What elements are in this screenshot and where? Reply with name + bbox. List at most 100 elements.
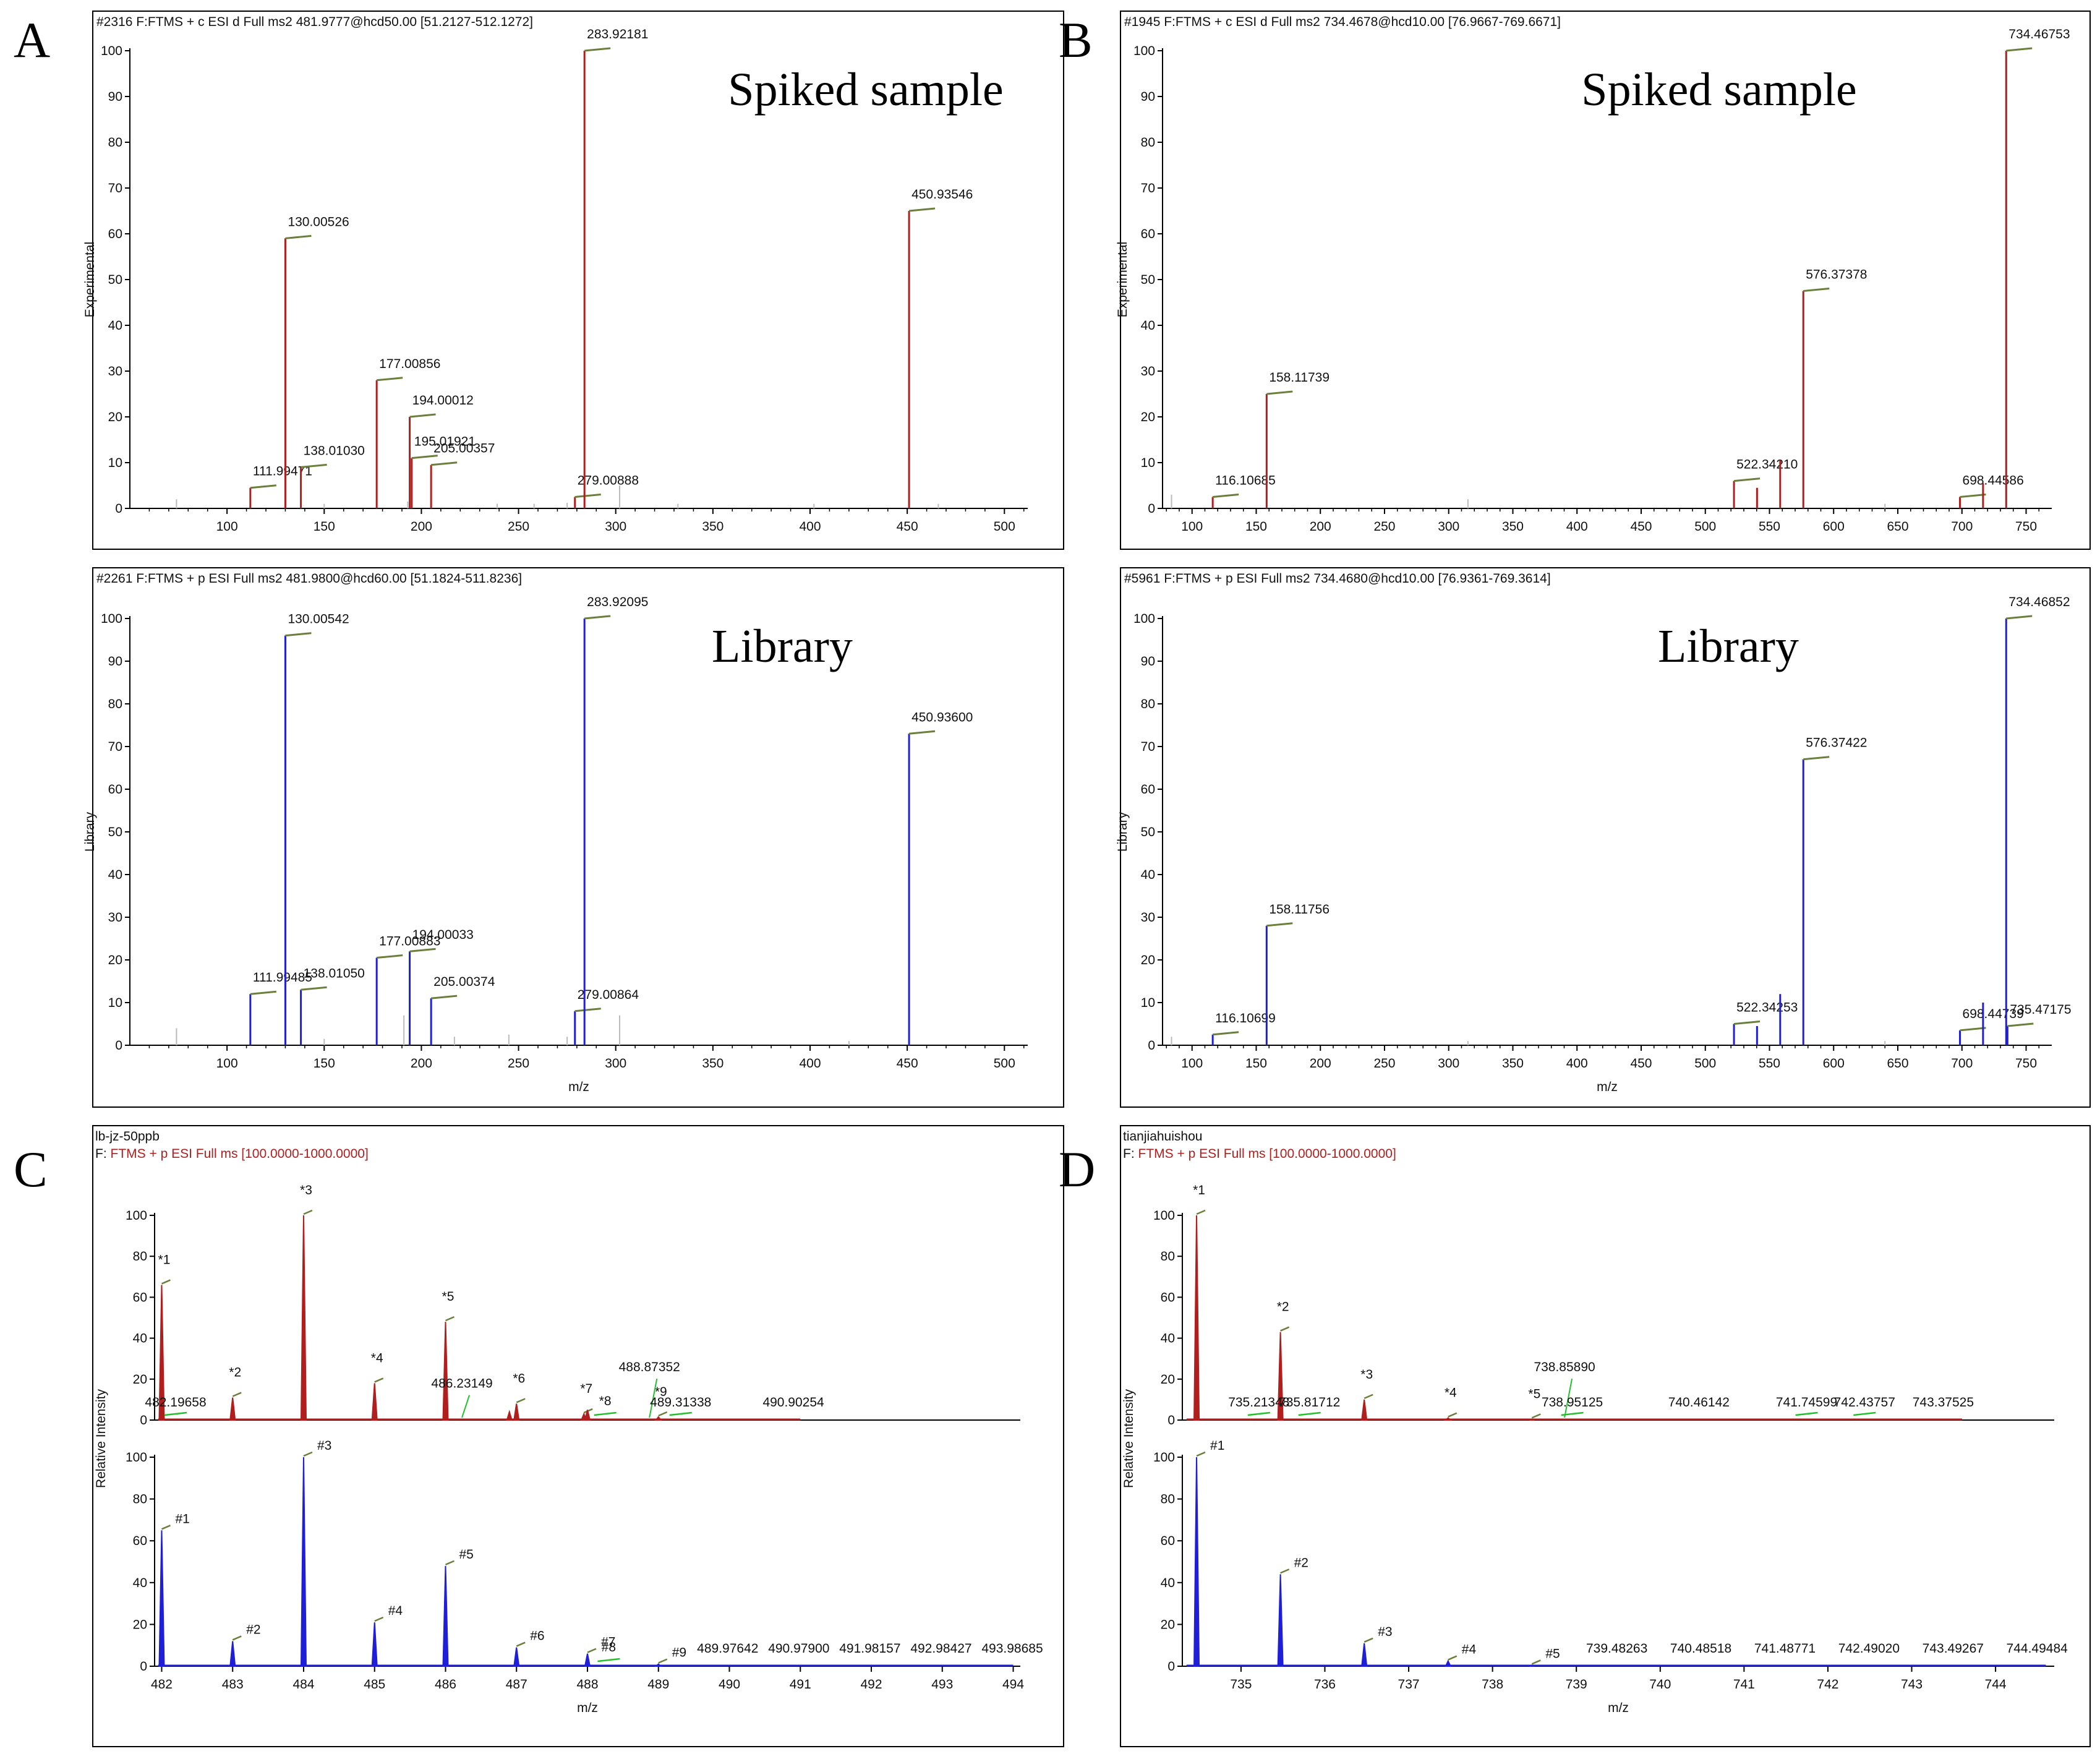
peak-leader [1364,1393,1373,1400]
scan-header: #1945 F:FTMS + c ESI d Full ms2 734.4678… [1124,15,1561,29]
y-tick-label: 60 [108,782,122,797]
peak [371,1622,378,1667]
peak-leader [1196,1451,1206,1457]
peak-marker-label: #4 [388,1604,403,1618]
x-tick-label: 450 [1630,520,1652,534]
x-tick-label: 740 [1649,1677,1671,1692]
y-tick-label: 80 [1161,1249,1175,1264]
peak-marker-label: *5 [442,1290,455,1304]
peak-leader [1280,1569,1290,1574]
mz-annotation: 489.31338 [650,1395,711,1410]
x-tick-label: 700 [1951,520,1973,534]
x-tick-label: 200 [1310,520,1331,534]
x-tick-label: 650 [1887,1056,1908,1071]
y-tick-label: 20 [133,1372,147,1387]
x-tick-label: 400 [799,1056,821,1071]
y-tick-label: 70 [1141,181,1155,195]
x-tick-label: 494 [1002,1677,1024,1692]
mz-annotation: 735.81712 [1279,1395,1340,1410]
x-tick-label: 493 [931,1677,953,1692]
y-axis-label: Experimental [1116,242,1130,318]
peak-mz-label: 576.37422 [1806,736,1867,750]
mz-annotation: 743.49267 [1923,1641,1984,1656]
peak-marker-label: #1 [175,1512,189,1526]
peak-mz-label: 194.00033 [412,928,474,942]
peak-leader [1448,1655,1458,1661]
peak [1277,1332,1284,1421]
peak [158,1285,165,1421]
peak-mz-label: 130.00542 [288,612,349,627]
peak-leader [303,1209,313,1215]
mz-annotation: 488.87352 [619,1360,680,1374]
x-tick-label: 550 [1759,520,1780,534]
peak-leader [374,1377,384,1383]
peak [300,1215,307,1421]
peak-marker-label: #2 [246,1622,260,1637]
peak-leader [1364,1637,1373,1643]
peak-marker-label: #9 [672,1646,686,1660]
peak-mz-label: 177.00856 [379,357,440,371]
x-tick-label: 350 [1502,1056,1524,1071]
peak-marker-label: #3 [317,1439,331,1453]
peak-leader [411,455,438,460]
mz-annotation: 482.19658 [145,1395,206,1410]
peak-leader [908,207,936,212]
x-tick-label: 484 [292,1677,314,1692]
y-tick-label: 30 [108,910,122,925]
y-tick-label: 10 [1141,996,1155,1010]
y-tick-label: 0 [115,1038,122,1053]
peak-leader [574,1008,601,1012]
peak-leader [1531,1413,1541,1419]
y-tick-label: 0 [1148,502,1155,516]
x-tick-label: 741 [1733,1677,1755,1692]
peak-mz-label: 194.00012 [412,393,474,408]
x-tick-label: 300 [605,520,626,534]
peak-leader [1960,1027,1986,1032]
scan-header: #2316 F:FTMS + c ESI d Full ms2 481.9777… [96,15,533,29]
note-leader [594,1411,617,1416]
peak-leader [250,990,276,995]
peak-mz-label: 734.46852 [2008,595,2070,609]
y-tick-label: 50 [1141,825,1155,839]
mz-annotation: 741.48771 [1754,1641,1816,1656]
peak-marker-label: *4 [1445,1386,1457,1400]
mz-annotation: 739.48263 [1586,1641,1647,1656]
peak [584,1410,591,1421]
peak-mz-label: 138.01030 [304,443,365,458]
peak-marker-label: *6 [513,1372,525,1386]
peak-mz-label: 195.01921 [414,435,476,449]
x-tick-label: 250 [508,520,529,534]
panel-frame [1120,1125,2091,1747]
sample-name: tianjiahuishou [1123,1129,1202,1144]
peak-leader [250,484,276,489]
peak [1277,1574,1284,1667]
y-tick-label: 0 [1167,1413,1175,1427]
peak-leader [374,1616,384,1622]
y-axis-label: Experimental [83,242,97,318]
y-tick-label: 10 [1141,456,1155,470]
note-leader [649,1378,658,1418]
y-tick-label: 30 [108,364,122,379]
y-tick-label: 90 [1141,90,1155,104]
peak-mz-label: 205.00357 [433,442,495,456]
x-tick-label: 600 [1823,1056,1845,1071]
peak [513,1647,520,1667]
x-tick-label: 739 [1566,1677,1587,1692]
peak-marker-label: *9 [655,1385,667,1399]
peak-leader [1280,1326,1290,1332]
y-tick-label: 60 [133,1290,147,1304]
x-tick-label: 492 [860,1677,882,1692]
peak-leader [303,1451,313,1457]
peak-leader [1213,494,1239,498]
x-tick-label: 350 [1502,520,1524,534]
peak-leader [1213,1031,1239,1036]
peak-leader [574,494,601,498]
y-tick-label: 0 [140,1413,147,1427]
x-axis-label: m/z [577,1701,598,1715]
chart-A-top: A #2316 F:FTMS + c ESI d Full ms2 481.977… [14,11,1064,550]
x-tick-label: 736 [1314,1677,1336,1692]
x-axis-label: m/z [568,1080,589,1094]
x-tick-label: 485 [364,1677,385,1692]
peak-leader [658,1658,668,1664]
peak-leader [584,47,611,52]
